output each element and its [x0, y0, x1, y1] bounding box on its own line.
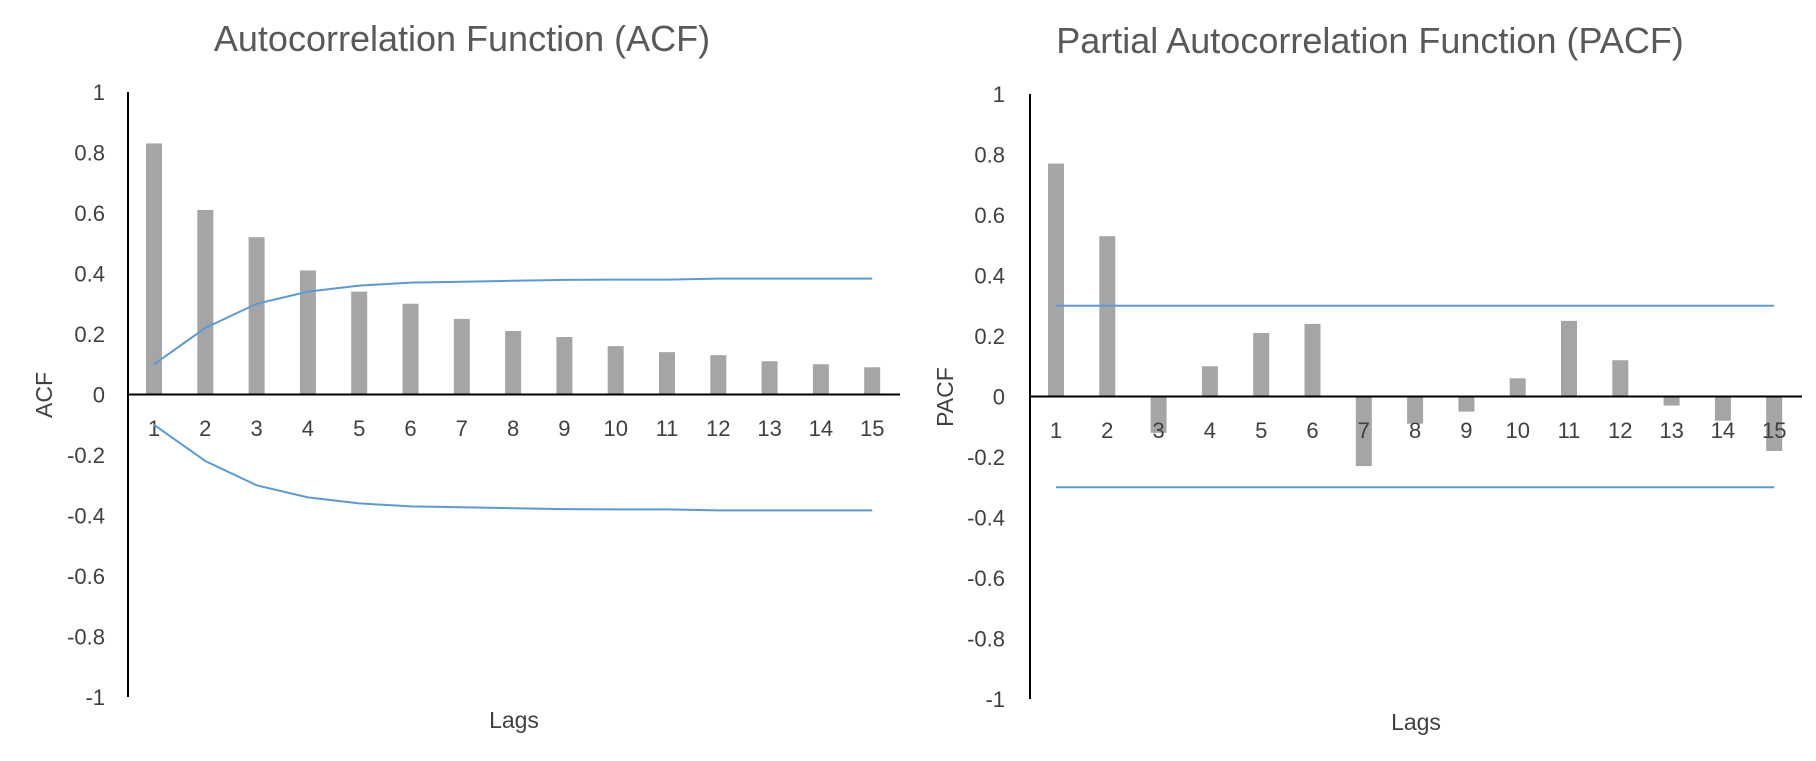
acf-y-tick-label: -0.6 [67, 564, 105, 589]
pacf-x-tick-label: 7 [1358, 418, 1370, 443]
acf-x-tick-label: 2 [199, 416, 211, 441]
pacf-x-tick-label: 6 [1306, 418, 1318, 443]
acf-chart: 10.80.60.40.20-0.2-0.4-0.6-0.8-11 2 3 4 5 6 7 8… [31, 18, 900, 733]
acf-y-tick-label: 0.8 [74, 141, 105, 166]
acf-bar [812, 364, 829, 395]
pacf-y-tick-label: -1 [985, 687, 1005, 712]
acf-y-tick-label: 0.2 [74, 322, 105, 347]
pacf-y-tick-label: -0.4 [967, 506, 1005, 531]
acf-y-tick-label: 0.6 [74, 201, 105, 226]
acf-bar [351, 291, 368, 395]
pacf-bar [1714, 396, 1731, 421]
pacf-x-tick-label: 9 [1460, 418, 1472, 443]
pacf-bar [1099, 236, 1116, 397]
acf-y-tick-label: 0 [93, 383, 105, 408]
acf-lower-bound-line [153, 423, 873, 512]
acf-y-tick-label: -1 [85, 685, 105, 710]
acf-bar [453, 318, 470, 395]
pacf-bar [1253, 332, 1270, 397]
acf-bar [146, 143, 162, 395]
acf-x-tick-label: 1 [148, 416, 160, 441]
pacf-bar [1663, 396, 1680, 406]
pacf-bar [1407, 396, 1424, 424]
pacf-y-tick-label: 1 [993, 82, 1005, 107]
acf-x-tick-label: 7 [456, 416, 468, 441]
acf-y-tick-label: -0.2 [67, 443, 105, 468]
acf-x-tick-label: 15 [860, 416, 884, 441]
pacf-x-tick-label: 1 [1050, 418, 1062, 443]
pacf-y-tick-label: 0 [993, 385, 1005, 410]
acf-y-tick-label: -0.4 [67, 504, 105, 529]
pacf-y-tick-label: 0.6 [974, 203, 1005, 228]
pacf-x-tick-label: 3 [1152, 418, 1164, 443]
pacf-y-axis-title: PACF [932, 367, 958, 427]
pacf-chart-title: Partial Autocorrelation Function (PACF) [1056, 20, 1684, 61]
pacf-x-tick-label: 11 [1558, 418, 1581, 443]
acf-y-axis-title: ACF [31, 372, 57, 418]
pacf-y-tick-label: -0.6 [967, 566, 1005, 591]
acf-bar [299, 270, 316, 395]
acf-bar [402, 303, 419, 395]
pacf-x-tick-label: 4 [1204, 418, 1216, 443]
pacf-y-tick-label: 0.4 [974, 264, 1005, 289]
pacf-chart: 10.80.60.40.20-0.2-0.4-0.6-0.8-11 2 3 4 5 6 7 8… [932, 20, 1802, 735]
acf-bar [248, 237, 265, 395]
acf-x-tick-label: 13 [757, 416, 781, 441]
pacf-x-tick-label: 2 [1101, 418, 1113, 443]
pacf-x-axis-title: Lags [1391, 709, 1441, 735]
acf-x-axis-title: Lags [489, 707, 539, 733]
pacf-bar [1458, 396, 1475, 412]
pacf-x-tick-label: 5 [1255, 418, 1267, 443]
pacf-x-tick-label: 8 [1409, 418, 1421, 443]
pacf-bar [1150, 396, 1167, 433]
pacf-x-tick-label: 14 [1711, 418, 1735, 443]
acf-x-tick-label: 4 [302, 416, 314, 441]
acf-x-tick-label: 12 [706, 416, 730, 441]
acf-chart-title: Autocorrelation Function (ACF) [214, 18, 710, 59]
acf-bar [505, 330, 522, 395]
acf-x-tick-label: 3 [250, 416, 262, 441]
acf-x-tick-label: 10 [603, 416, 627, 441]
pacf-bar [1355, 396, 1372, 467]
pacf-x-tick-label: 13 [1659, 418, 1683, 443]
pacf-x-tick-label: 15 [1762, 418, 1786, 443]
pacf-bar [1509, 378, 1526, 397]
pacf-y-tick-label: 0.2 [974, 324, 1005, 349]
acf-bar [607, 346, 624, 395]
acf-y-tick-label: -0.8 [67, 625, 105, 650]
pacf-bar [1304, 323, 1321, 397]
pacf-x-tick-label: 10 [1505, 418, 1529, 443]
pacf-bar [1048, 163, 1064, 397]
pacf-bar [1201, 366, 1218, 397]
acf-y-tick-label: 1 [93, 80, 105, 105]
pacf-bar [1766, 396, 1783, 451]
pacf-bar [1561, 320, 1577, 397]
pacf-x-tick-label: 12 [1608, 418, 1632, 443]
acf-x-tick-label: 5 [353, 416, 365, 441]
acf-bar [864, 367, 881, 395]
acf-bar [197, 209, 214, 395]
acf-bar [659, 352, 675, 395]
pacf-y-tick-label: -0.2 [967, 445, 1005, 470]
acf-x-tick-label: 8 [507, 416, 519, 441]
acf-x-tick-label: 6 [404, 416, 416, 441]
acf-bar [556, 337, 573, 395]
acf-x-tick-label: 9 [558, 416, 570, 441]
pacf-y-tick-label: -0.8 [967, 627, 1005, 652]
pacf-y-tick-label: 0.8 [974, 143, 1005, 168]
acf-bar [710, 355, 727, 395]
acf-x-tick-label: 14 [809, 416, 833, 441]
acf-y-tick-label: 0.4 [74, 262, 105, 287]
acf-bar [761, 361, 778, 395]
pacf-bar [1612, 360, 1629, 397]
acf-x-tick-label: 11 [656, 416, 679, 441]
acf-upper-bound-line [153, 277, 873, 366]
